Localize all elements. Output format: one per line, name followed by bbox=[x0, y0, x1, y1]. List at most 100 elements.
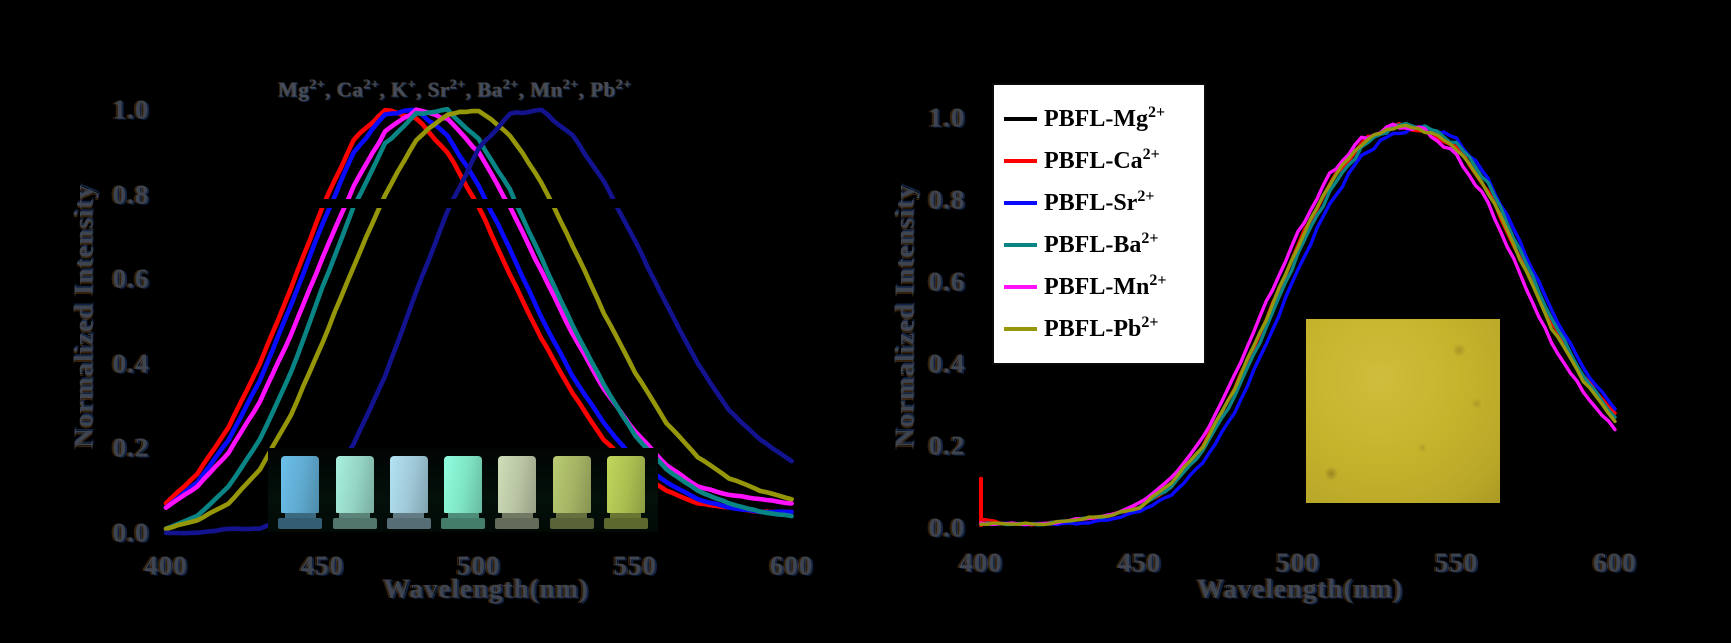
spectrum-curve bbox=[163, 107, 794, 515]
spectrum-curve bbox=[979, 123, 1617, 527]
title-ion-charge: 2+ bbox=[615, 77, 632, 93]
vial-base bbox=[332, 518, 377, 529]
glowing-vial-photo bbox=[386, 456, 431, 529]
left-y-axis-label: Normalized Intensity bbox=[68, 184, 99, 448]
legend-entry: PBFL-Pb2+ bbox=[1004, 314, 1196, 342]
legend-entry: PBFL-Ba2+ bbox=[1004, 230, 1196, 258]
legend-series-name: PBFL-Ba bbox=[1044, 232, 1142, 258]
legend-entry-label: PBFL-Mn2+ bbox=[1044, 272, 1167, 300]
y-tick-label: 0.2 bbox=[112, 432, 150, 463]
vial-neck bbox=[284, 513, 316, 518]
legend-line-swatch-icon bbox=[1004, 117, 1037, 121]
vial-body bbox=[281, 456, 320, 513]
spectrum-curve bbox=[979, 124, 1617, 527]
vial-base bbox=[386, 518, 431, 529]
y-tick-label: 0.4 bbox=[928, 348, 966, 379]
legend-series-charge: 2+ bbox=[1141, 314, 1159, 331]
legend-box: PBFL-Mg2+ PBFL-Ca2+ PBFL-Sr2+ PBFL-Ba2+ PBFL… bbox=[992, 83, 1206, 365]
legend-line-swatch-icon bbox=[1004, 327, 1037, 331]
glowing-vial-photo bbox=[603, 456, 648, 529]
left-x-axis-label: Wavelength(nm) bbox=[383, 573, 589, 604]
glowing-vial-photo bbox=[332, 456, 377, 529]
title-ion-symbol: Ca bbox=[336, 77, 364, 102]
title-ion-symbol: Mg bbox=[278, 77, 310, 102]
title-ion-charge: 2+ bbox=[449, 77, 466, 93]
legend-entry-label: PBFL-Mg2+ bbox=[1044, 104, 1166, 132]
x-tick-label: 400 bbox=[144, 550, 188, 581]
y-tick-label: 1.0 bbox=[928, 102, 966, 133]
y-tick-label: 0.0 bbox=[112, 517, 150, 548]
glowing-vial-photo bbox=[495, 456, 540, 529]
right-x-axis-label: Wavelength(nm) bbox=[1197, 573, 1403, 604]
legend-line-swatch-icon bbox=[1004, 285, 1037, 289]
title-ion-symbol: Sr bbox=[427, 77, 450, 102]
y-tick-label: 0.2 bbox=[928, 430, 966, 461]
x-tick-label: 400 bbox=[959, 547, 1003, 578]
glowing-vial-photo bbox=[441, 456, 485, 529]
vial-body bbox=[552, 456, 591, 513]
left-panel-title-ion-list: Mg2+, Ca2+, K+, Sr2+, Ba2+, Mn2+, Pb2+ bbox=[278, 77, 632, 102]
legend-line-swatch-icon bbox=[1004, 159, 1037, 163]
title-ion-symbol: Pb bbox=[590, 77, 616, 102]
x-tick-label: 600 bbox=[769, 550, 814, 581]
title-separator: , bbox=[578, 77, 591, 102]
legend-series-charge: 2+ bbox=[1141, 230, 1159, 247]
legend-series-charge: 2+ bbox=[1142, 146, 1160, 163]
title-ion-charge: 2+ bbox=[562, 77, 579, 93]
legend-series-name: PBFL-Sr bbox=[1044, 190, 1138, 216]
legend-series-name: PBFL-Mg bbox=[1044, 106, 1148, 132]
title-ion-symbol: Ba bbox=[477, 77, 503, 102]
y-tick-label: 0.6 bbox=[928, 266, 966, 297]
title-ion-charge: 2+ bbox=[363, 77, 380, 93]
x-tick-label: 550 bbox=[1434, 547, 1479, 578]
vial-body bbox=[498, 456, 537, 513]
title-separator: , bbox=[379, 77, 392, 102]
legend-entry-label: PBFL-Ca2+ bbox=[1044, 146, 1160, 174]
title-ion-charge: + bbox=[407, 77, 417, 93]
vial-body bbox=[335, 456, 374, 513]
vial-body bbox=[444, 456, 482, 513]
x-tick-label: 550 bbox=[613, 550, 657, 581]
legend-entry: PBFL-Mg2+ bbox=[1004, 104, 1196, 132]
vial-neck bbox=[339, 513, 370, 518]
vial-photo-strip bbox=[268, 448, 658, 532]
title-separator: , bbox=[518, 77, 531, 102]
vial-neck bbox=[447, 513, 479, 518]
x-tick-label: 450 bbox=[300, 550, 345, 581]
title-ion-symbol: Mn bbox=[530, 77, 563, 102]
right-y-axis-label: Normalized Intensity bbox=[889, 184, 920, 448]
vial-neck bbox=[556, 513, 587, 518]
title-ion-symbol: K bbox=[391, 77, 408, 102]
legend-series-charge: 2+ bbox=[1149, 272, 1167, 289]
title-ion-charge: 2+ bbox=[309, 77, 326, 93]
vial-base bbox=[549, 518, 594, 529]
x-tick-label: 500 bbox=[1276, 547, 1320, 578]
occlusion-band bbox=[291, 199, 660, 208]
legend-entry-label: PBFL-Pb2+ bbox=[1044, 314, 1159, 342]
vial-body bbox=[606, 456, 645, 513]
title-separator: , bbox=[325, 77, 337, 102]
title-separator: , bbox=[416, 77, 428, 102]
legend-entry: PBFL-Sr2+ bbox=[1004, 188, 1196, 216]
vial-base bbox=[603, 518, 648, 529]
vial-neck bbox=[501, 513, 533, 518]
title-ion-charge: 2+ bbox=[502, 77, 519, 93]
y-tick-label: 0.8 bbox=[928, 184, 966, 215]
vial-base bbox=[495, 518, 540, 529]
spectrum-curve bbox=[163, 106, 794, 531]
legend-series-charge: 2+ bbox=[1147, 104, 1166, 121]
y-tick-label: 0.4 bbox=[112, 348, 150, 379]
y-tick-label: 0.6 bbox=[112, 263, 150, 294]
legend-series-name: PBFL-Pb bbox=[1044, 316, 1142, 342]
y-tick-label: 1.0 bbox=[112, 94, 150, 125]
y-tick-label: 0.8 bbox=[112, 179, 150, 210]
x-tick-label: 450 bbox=[1117, 547, 1162, 578]
vial-body bbox=[389, 456, 428, 513]
legend-series-charge: 2+ bbox=[1137, 188, 1155, 205]
vial-base bbox=[278, 518, 323, 529]
yellow-film-photo bbox=[1306, 319, 1500, 503]
legend-entry-label: PBFL-Sr2+ bbox=[1044, 188, 1155, 216]
x-tick-label: 500 bbox=[457, 550, 501, 581]
vial-neck bbox=[610, 513, 642, 518]
legend-entry: PBFL-Mn2+ bbox=[1004, 272, 1196, 300]
